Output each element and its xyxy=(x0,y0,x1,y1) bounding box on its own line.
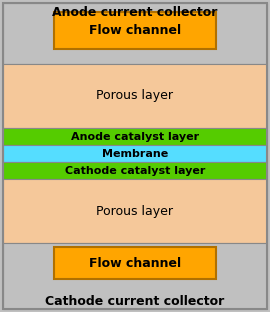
Text: Anode current collector: Anode current collector xyxy=(52,6,218,19)
Text: Flow channel: Flow channel xyxy=(89,24,181,37)
Text: Porous layer: Porous layer xyxy=(96,90,174,102)
Bar xyxy=(54,246,216,280)
Bar xyxy=(3,3,267,64)
Text: Cathode catalyst layer: Cathode catalyst layer xyxy=(65,166,205,176)
Text: Flow channel: Flow channel xyxy=(89,256,181,270)
Bar xyxy=(3,64,267,128)
Bar xyxy=(3,145,267,162)
Bar xyxy=(3,128,267,145)
Bar xyxy=(3,243,267,309)
Text: Membrane: Membrane xyxy=(102,149,168,159)
Bar xyxy=(3,179,267,243)
Bar xyxy=(54,12,216,49)
Text: Anode catalyst layer: Anode catalyst layer xyxy=(71,131,199,142)
Bar xyxy=(3,162,267,179)
Text: Cathode current collector: Cathode current collector xyxy=(45,295,225,308)
Text: Porous layer: Porous layer xyxy=(96,205,174,218)
